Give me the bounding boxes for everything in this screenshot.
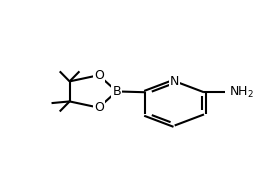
Text: N: N	[170, 75, 179, 88]
Text: O: O	[94, 69, 104, 82]
Text: B: B	[113, 85, 121, 98]
Text: O: O	[94, 101, 104, 114]
Text: NH$_2$: NH$_2$	[229, 85, 254, 100]
